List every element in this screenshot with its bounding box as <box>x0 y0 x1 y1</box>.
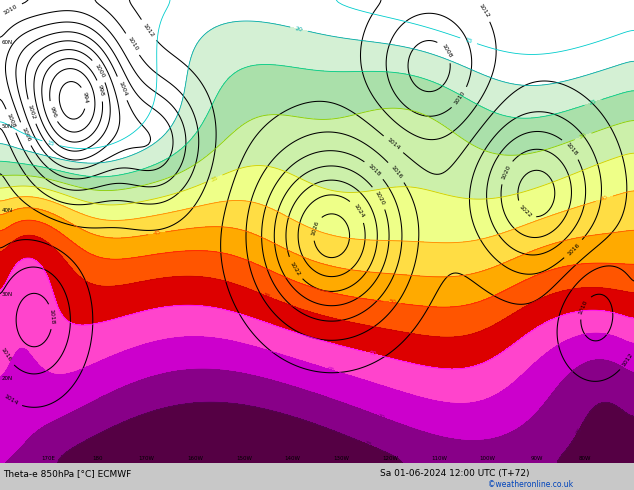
Text: ©weatheronline.co.uk: ©weatheronline.co.uk <box>488 480 573 489</box>
Text: 75: 75 <box>574 426 583 435</box>
Text: 160W: 160W <box>187 456 203 461</box>
Text: 45: 45 <box>153 230 161 237</box>
Text: 1012: 1012 <box>142 23 155 38</box>
Text: 998: 998 <box>96 84 105 97</box>
Text: 1022: 1022 <box>517 204 532 219</box>
Text: 50: 50 <box>388 299 396 305</box>
Text: 30: 30 <box>579 133 588 140</box>
Text: 1018: 1018 <box>49 309 55 324</box>
Text: 1016: 1016 <box>566 242 581 256</box>
Text: 1006: 1006 <box>20 126 31 142</box>
Text: 1016: 1016 <box>0 347 13 363</box>
Text: 1010: 1010 <box>126 36 139 52</box>
Text: 30N: 30N <box>1 292 13 297</box>
Text: 1010: 1010 <box>3 3 18 16</box>
Text: 120W: 120W <box>382 456 398 461</box>
Text: 1020: 1020 <box>373 190 385 206</box>
Text: 996: 996 <box>48 105 57 118</box>
Text: 1010: 1010 <box>578 299 589 315</box>
Text: 100W: 100W <box>480 456 496 461</box>
Text: 1004: 1004 <box>117 80 127 97</box>
Text: 1024: 1024 <box>352 203 365 219</box>
Text: 35: 35 <box>210 175 219 182</box>
Text: 1020: 1020 <box>500 164 512 180</box>
Text: 1008: 1008 <box>440 43 453 59</box>
Text: 80W: 80W <box>579 456 592 461</box>
Text: 110W: 110W <box>431 456 447 461</box>
Text: 1014: 1014 <box>386 137 401 151</box>
Text: 75: 75 <box>363 441 372 448</box>
Text: 50N: 50N <box>1 124 13 129</box>
Text: 25: 25 <box>588 99 598 106</box>
Text: 1018: 1018 <box>564 141 578 156</box>
Text: 150W: 150W <box>236 456 252 461</box>
Text: 15: 15 <box>46 140 55 147</box>
Text: 1014: 1014 <box>3 394 18 406</box>
Text: 20N: 20N <box>1 376 13 381</box>
Text: 1022: 1022 <box>288 261 301 276</box>
Text: 170E: 170E <box>42 456 56 461</box>
Text: 55: 55 <box>262 293 272 300</box>
Text: 140W: 140W <box>285 456 301 461</box>
Text: 1002: 1002 <box>27 103 36 120</box>
Text: Theta-e 850hPa [°C] ECMWF: Theta-e 850hPa [°C] ECMWF <box>3 469 131 478</box>
Text: 1000: 1000 <box>94 63 106 79</box>
Text: 1008: 1008 <box>6 113 16 129</box>
Text: 1010: 1010 <box>453 90 467 106</box>
Text: 1016: 1016 <box>390 165 403 180</box>
Text: 15: 15 <box>464 37 473 45</box>
Text: 60N: 60N <box>1 40 13 45</box>
Text: Sa 01-06-2024 12:00 UTC (T+72): Sa 01-06-2024 12:00 UTC (T+72) <box>380 469 530 478</box>
Text: 40: 40 <box>600 195 609 202</box>
Text: 1026: 1026 <box>310 220 320 236</box>
Text: 1012: 1012 <box>477 3 490 19</box>
Text: 70: 70 <box>376 413 385 420</box>
Text: 90W: 90W <box>530 456 543 461</box>
Text: 180: 180 <box>93 456 103 461</box>
Text: 170W: 170W <box>138 456 154 461</box>
Text: 20: 20 <box>295 26 304 32</box>
Text: 1018: 1018 <box>367 163 382 177</box>
Text: 65: 65 <box>327 366 335 373</box>
Text: 40N: 40N <box>1 208 13 213</box>
Text: 130W: 130W <box>333 456 349 461</box>
Text: 60: 60 <box>369 350 378 357</box>
Text: 994: 994 <box>82 92 89 104</box>
Text: 1012: 1012 <box>621 351 634 367</box>
